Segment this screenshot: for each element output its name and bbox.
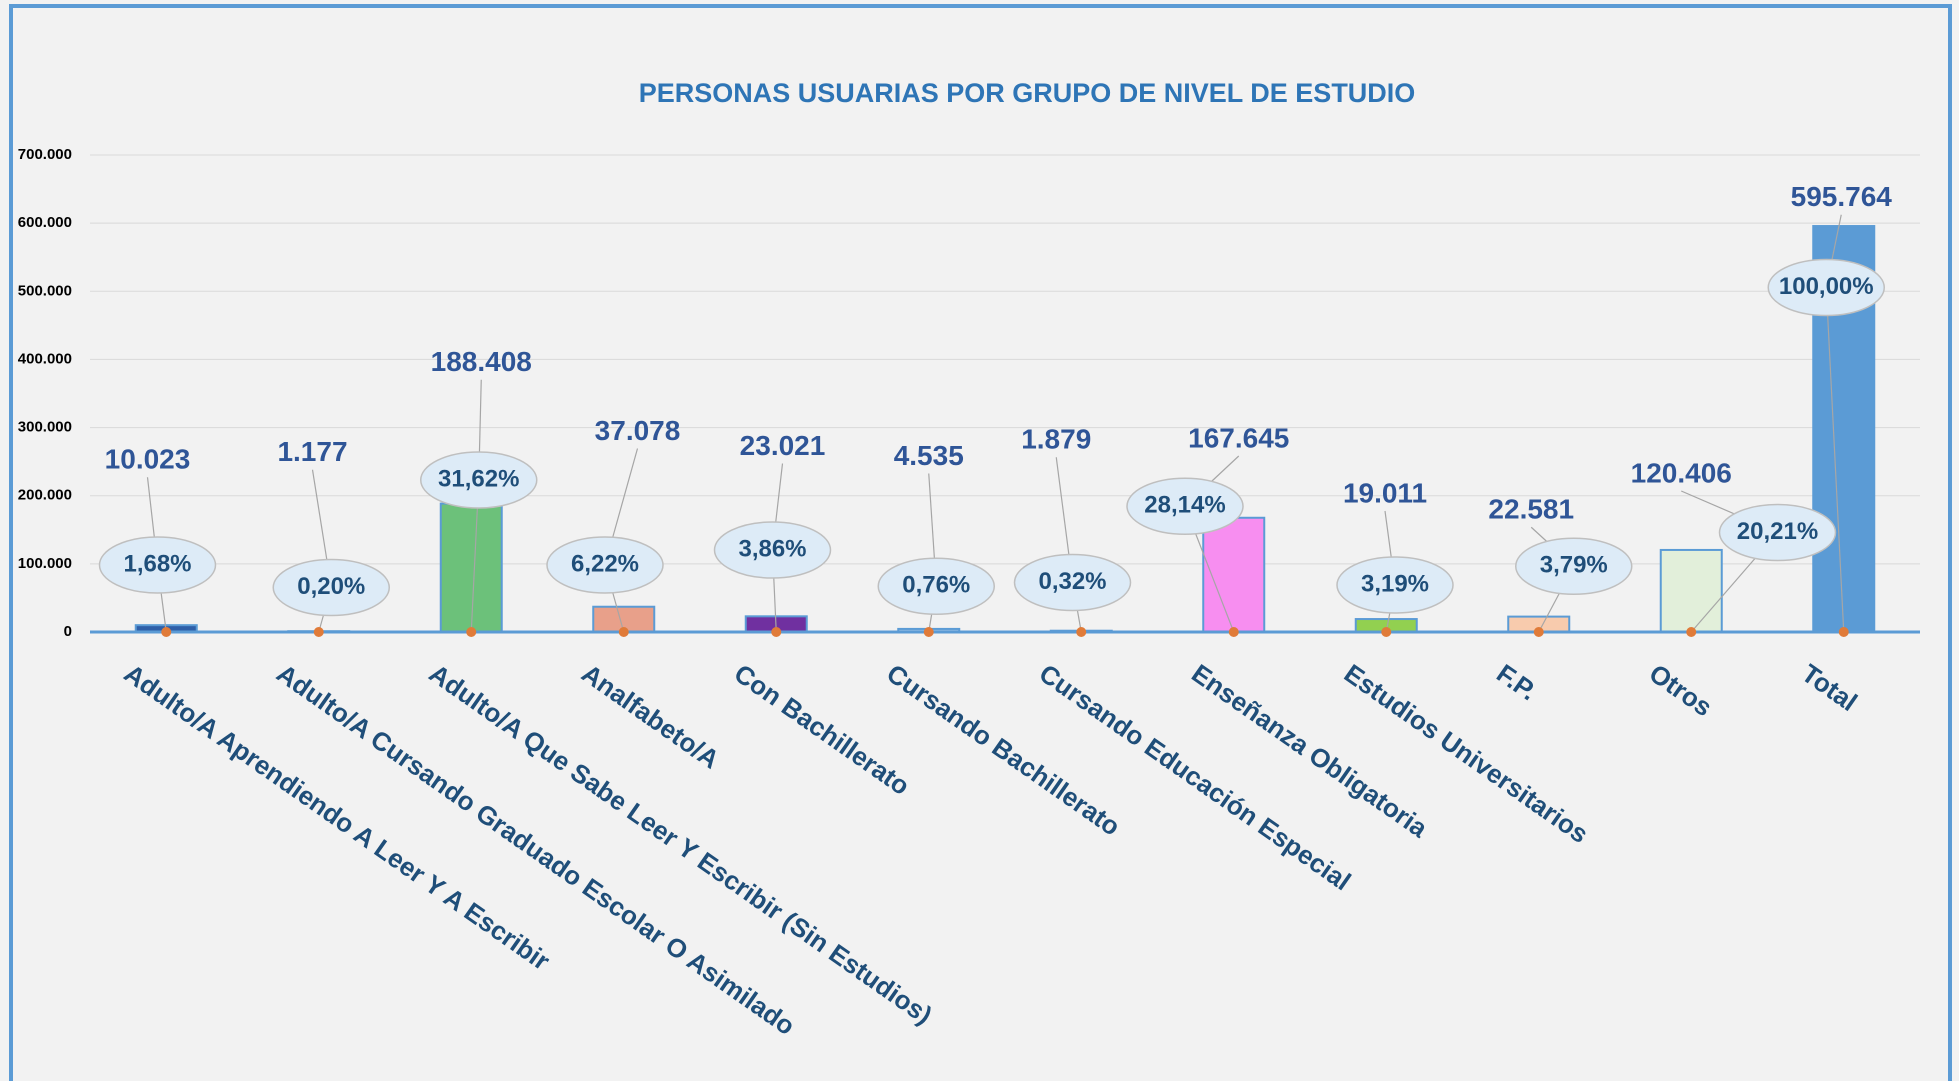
value-label: 188.408 <box>431 346 532 377</box>
share-label: 31,62% <box>438 465 519 492</box>
y-tick-label: 100.000 <box>18 555 72 572</box>
base-dot <box>1838 627 1849 637</box>
base-dot <box>1381 627 1392 637</box>
share-label: 100,00% <box>1779 273 1874 300</box>
share-label: 6,22% <box>571 550 639 577</box>
share-label: 3,19% <box>1361 570 1429 597</box>
share-bubble <box>1718 503 1837 562</box>
base-dot <box>1228 627 1239 637</box>
value-label: 4.535 <box>894 440 964 471</box>
base-dot <box>1533 627 1544 637</box>
base-dot <box>1076 627 1087 637</box>
share-bubble <box>1767 258 1885 317</box>
value-label: 167.645 <box>1188 422 1289 453</box>
value-label: 37.078 <box>595 415 681 446</box>
share-bubble <box>546 536 664 594</box>
share-bubble <box>272 558 390 617</box>
share-label: 20,21% <box>1737 518 1818 545</box>
share-bubble <box>1126 477 1244 535</box>
base-dot <box>1686 627 1697 637</box>
share-label: 1,68% <box>123 550 191 577</box>
value-label: 10.023 <box>105 444 191 475</box>
share-bubble <box>98 536 217 594</box>
bar <box>439 502 503 633</box>
y-tick-label: 300.000 <box>18 419 72 436</box>
share-bubble <box>420 451 538 509</box>
y-tick-label: 500.000 <box>18 282 72 299</box>
value-label: 19.011 <box>1343 477 1427 508</box>
leader-line <box>1825 287 1845 633</box>
share-bubble <box>1013 553 1132 612</box>
share-label: 0,32% <box>1038 568 1106 595</box>
y-tick-label: 0 <box>64 623 72 640</box>
value-label: 1.177 <box>277 436 347 467</box>
value-label: 23.021 <box>740 430 826 461</box>
y-tick-label: 400.000 <box>18 350 72 367</box>
share-label: 28,14% <box>1144 492 1225 519</box>
bar <box>1659 548 1723 633</box>
base-dot <box>771 627 782 637</box>
share-label: 0,76% <box>902 572 970 599</box>
frame <box>9 4 1952 1081</box>
share-label: 3,79% <box>1540 552 1608 579</box>
share-bubble <box>1336 556 1454 614</box>
base-dot <box>618 627 629 637</box>
share-label: 0,20% <box>297 573 365 600</box>
base-dot <box>161 627 172 637</box>
bar <box>1202 516 1266 633</box>
chart-title: PERSONAS USUARIAS POR GRUPO DE NIVEL DE … <box>639 78 1416 108</box>
value-label: 1.879 <box>1021 424 1091 455</box>
y-tick-label: 600.000 <box>18 214 72 231</box>
base-dot <box>466 627 477 637</box>
value-label: 120.406 <box>1631 457 1732 488</box>
share-label: 3,86% <box>738 535 806 562</box>
share-bubble <box>877 557 995 615</box>
base-dot <box>313 627 324 637</box>
value-label: 22.581 <box>1488 494 1574 525</box>
y-tick-label: 700.000 <box>18 146 72 163</box>
share-bubble <box>1515 537 1633 595</box>
value-label: 595.764 <box>1791 181 1893 212</box>
y-tick-label: 200.000 <box>18 487 72 504</box>
base-dot <box>923 627 934 637</box>
share-bubble <box>713 521 832 579</box>
